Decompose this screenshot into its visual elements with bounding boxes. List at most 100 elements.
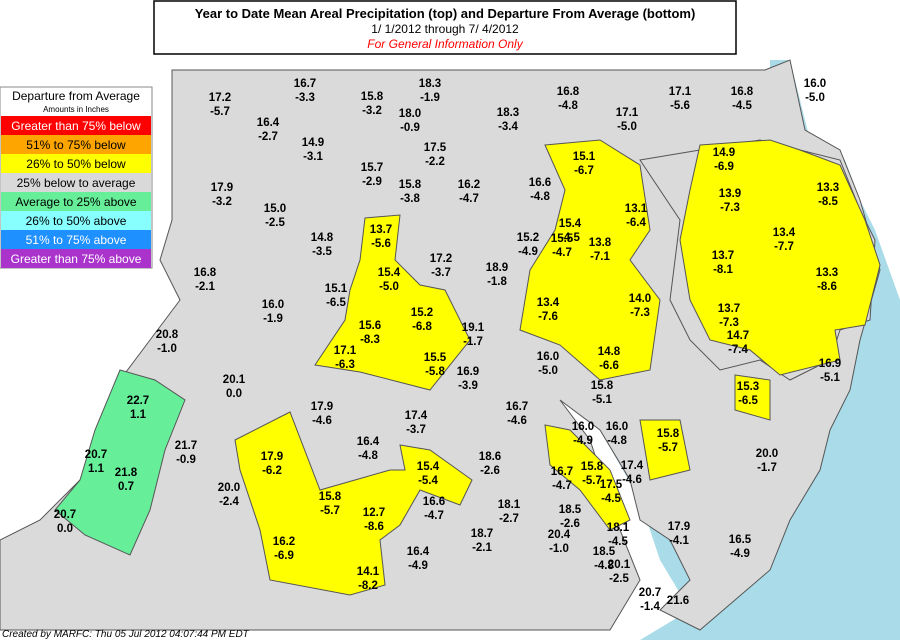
precip-label: 20.7 (54, 509, 76, 521)
legend-swatch (1, 154, 151, 173)
precip-label: 16.8 (731, 86, 754, 98)
departure-label: -8.3 (360, 334, 380, 346)
departure-label: -6.6 (599, 360, 619, 372)
departure-label: -2.9 (362, 176, 382, 188)
yellow-area (679, 139, 881, 376)
precip-label: 13.4 (537, 297, 560, 309)
precip-label: 18.3 (419, 78, 441, 90)
precip-label: 18.5 (593, 546, 616, 558)
precip-label: 13.7 (712, 250, 734, 262)
legend: Departure from Average Amounts in Inches… (0, 86, 153, 269)
precip-label: 20.0 (756, 448, 778, 460)
departure-label: -6.9 (274, 550, 294, 562)
precip-label: 15.1 (325, 283, 348, 295)
precip-label: 17.9 (211, 182, 233, 194)
precip-label: 16.9 (457, 366, 479, 378)
yellow-area (314, 214, 471, 391)
precip-label: 21.8 (115, 467, 138, 479)
departure-label: -2.4 (219, 496, 239, 508)
precip-label: 16.2 (273, 536, 295, 548)
departure-label: -1.7 (463, 336, 483, 348)
precip-label: 17.5 (600, 479, 623, 491)
departure-label: -2.1 (472, 542, 492, 554)
precip-label: 17.2 (209, 92, 231, 104)
precip-label: 13.7 (718, 303, 740, 315)
precip-label: 14.7 (727, 330, 749, 342)
departure-label: 1.1 (130, 409, 147, 421)
departure-label: -5.7 (658, 442, 678, 454)
departure-label: -5.6 (670, 100, 690, 112)
departure-label: -2.6 (560, 518, 580, 530)
precip-label: 15.8 (581, 461, 604, 473)
departure-label: -1.9 (263, 313, 283, 325)
departure-label: -4.8 (558, 100, 578, 112)
departure-label: -6.9 (714, 161, 734, 173)
departure-label: -3.7 (431, 267, 451, 279)
precip-label: 16.2 (458, 179, 480, 191)
precip-label: 14.9 (302, 137, 324, 149)
departure-label: -5.1 (820, 372, 840, 384)
precip-label: 21.7 (175, 440, 197, 452)
departure-label: -4.8 (607, 435, 627, 447)
precip-label: 16.8 (557, 86, 580, 98)
departure-label: -5.0 (538, 365, 558, 377)
departure-label: -3.1 (303, 151, 323, 163)
legend-label: 51% to 75% above (26, 233, 127, 247)
departure-label: -5.0 (617, 121, 637, 133)
departure-label: -2.1 (195, 281, 215, 293)
departure-label: -5.8 (425, 366, 445, 378)
precip-label: 13.3 (816, 267, 838, 279)
departure-label: -7.3 (720, 202, 740, 214)
precip-label: 13.3 (817, 182, 839, 194)
green-area (54, 369, 186, 556)
departure-label: -4.9 (573, 435, 593, 447)
precip-label: 20.8 (156, 329, 179, 341)
legend-label: 25% below to average (17, 176, 136, 190)
precip-label: 18.1 (498, 499, 521, 511)
departure-label: -5.0 (379, 281, 399, 293)
precip-label: 18.5 (559, 504, 582, 516)
precip-label: 14.1 (357, 566, 380, 578)
precip-label: 15.4 (378, 267, 401, 279)
departure-label: -2.2 (425, 156, 445, 168)
precip-label: 16.0 (262, 299, 284, 311)
precip-label: 13.4 (773, 227, 796, 239)
precip-label: 20.7 (639, 587, 661, 599)
precip-label: 22.7 (127, 395, 149, 407)
departure-label: -5.7 (210, 106, 230, 118)
legend-label: 26% to 50% above (26, 214, 127, 228)
departure-label: -4.8 (358, 450, 378, 462)
precip-label: 15.0 (264, 203, 286, 215)
departure-label: -3.7 (406, 424, 426, 436)
departure-label: -4.6 (507, 415, 527, 427)
departure-label: -2.6 (480, 465, 500, 477)
precip-label: 20.0 (218, 482, 240, 494)
legend-swatch (1, 211, 151, 230)
precip-label: 12.7 (363, 507, 385, 519)
precip-label: 20.1 (223, 374, 246, 386)
header-box (153, 0, 737, 55)
departure-label: -5.1 (592, 394, 612, 406)
departure-label: -6.2 (262, 465, 282, 477)
precip-label: 13.9 (719, 188, 741, 200)
precip-label: 14.8 (598, 346, 621, 358)
precip-label: 16.7 (294, 78, 316, 90)
departure-label: 0.0 (57, 523, 73, 535)
precip-label: 17.4 (405, 410, 428, 422)
precip-label: 15.8 (361, 91, 384, 103)
precip-label: 16.0 (804, 78, 826, 90)
precip-label: 20.1 (608, 559, 631, 571)
precip-label: 15.7 (361, 162, 383, 174)
departure-label: -4.9 (730, 548, 750, 560)
period: 1/ 1/2012 through 7/ 4/2012 (371, 22, 519, 36)
departure-label: -4.7 (552, 480, 572, 492)
departure-label: -4.1 (669, 535, 689, 547)
yellow-area (734, 374, 771, 421)
note: For General Information Only (367, 37, 523, 51)
legend-swatch (1, 135, 151, 154)
legend-title: Departure from Average (12, 89, 140, 103)
departure-label: -5.7 (320, 505, 340, 517)
departure-label: -0.9 (176, 454, 196, 466)
precip-label: 13.8 (589, 237, 612, 249)
precip-label: 18.6 (479, 451, 501, 463)
